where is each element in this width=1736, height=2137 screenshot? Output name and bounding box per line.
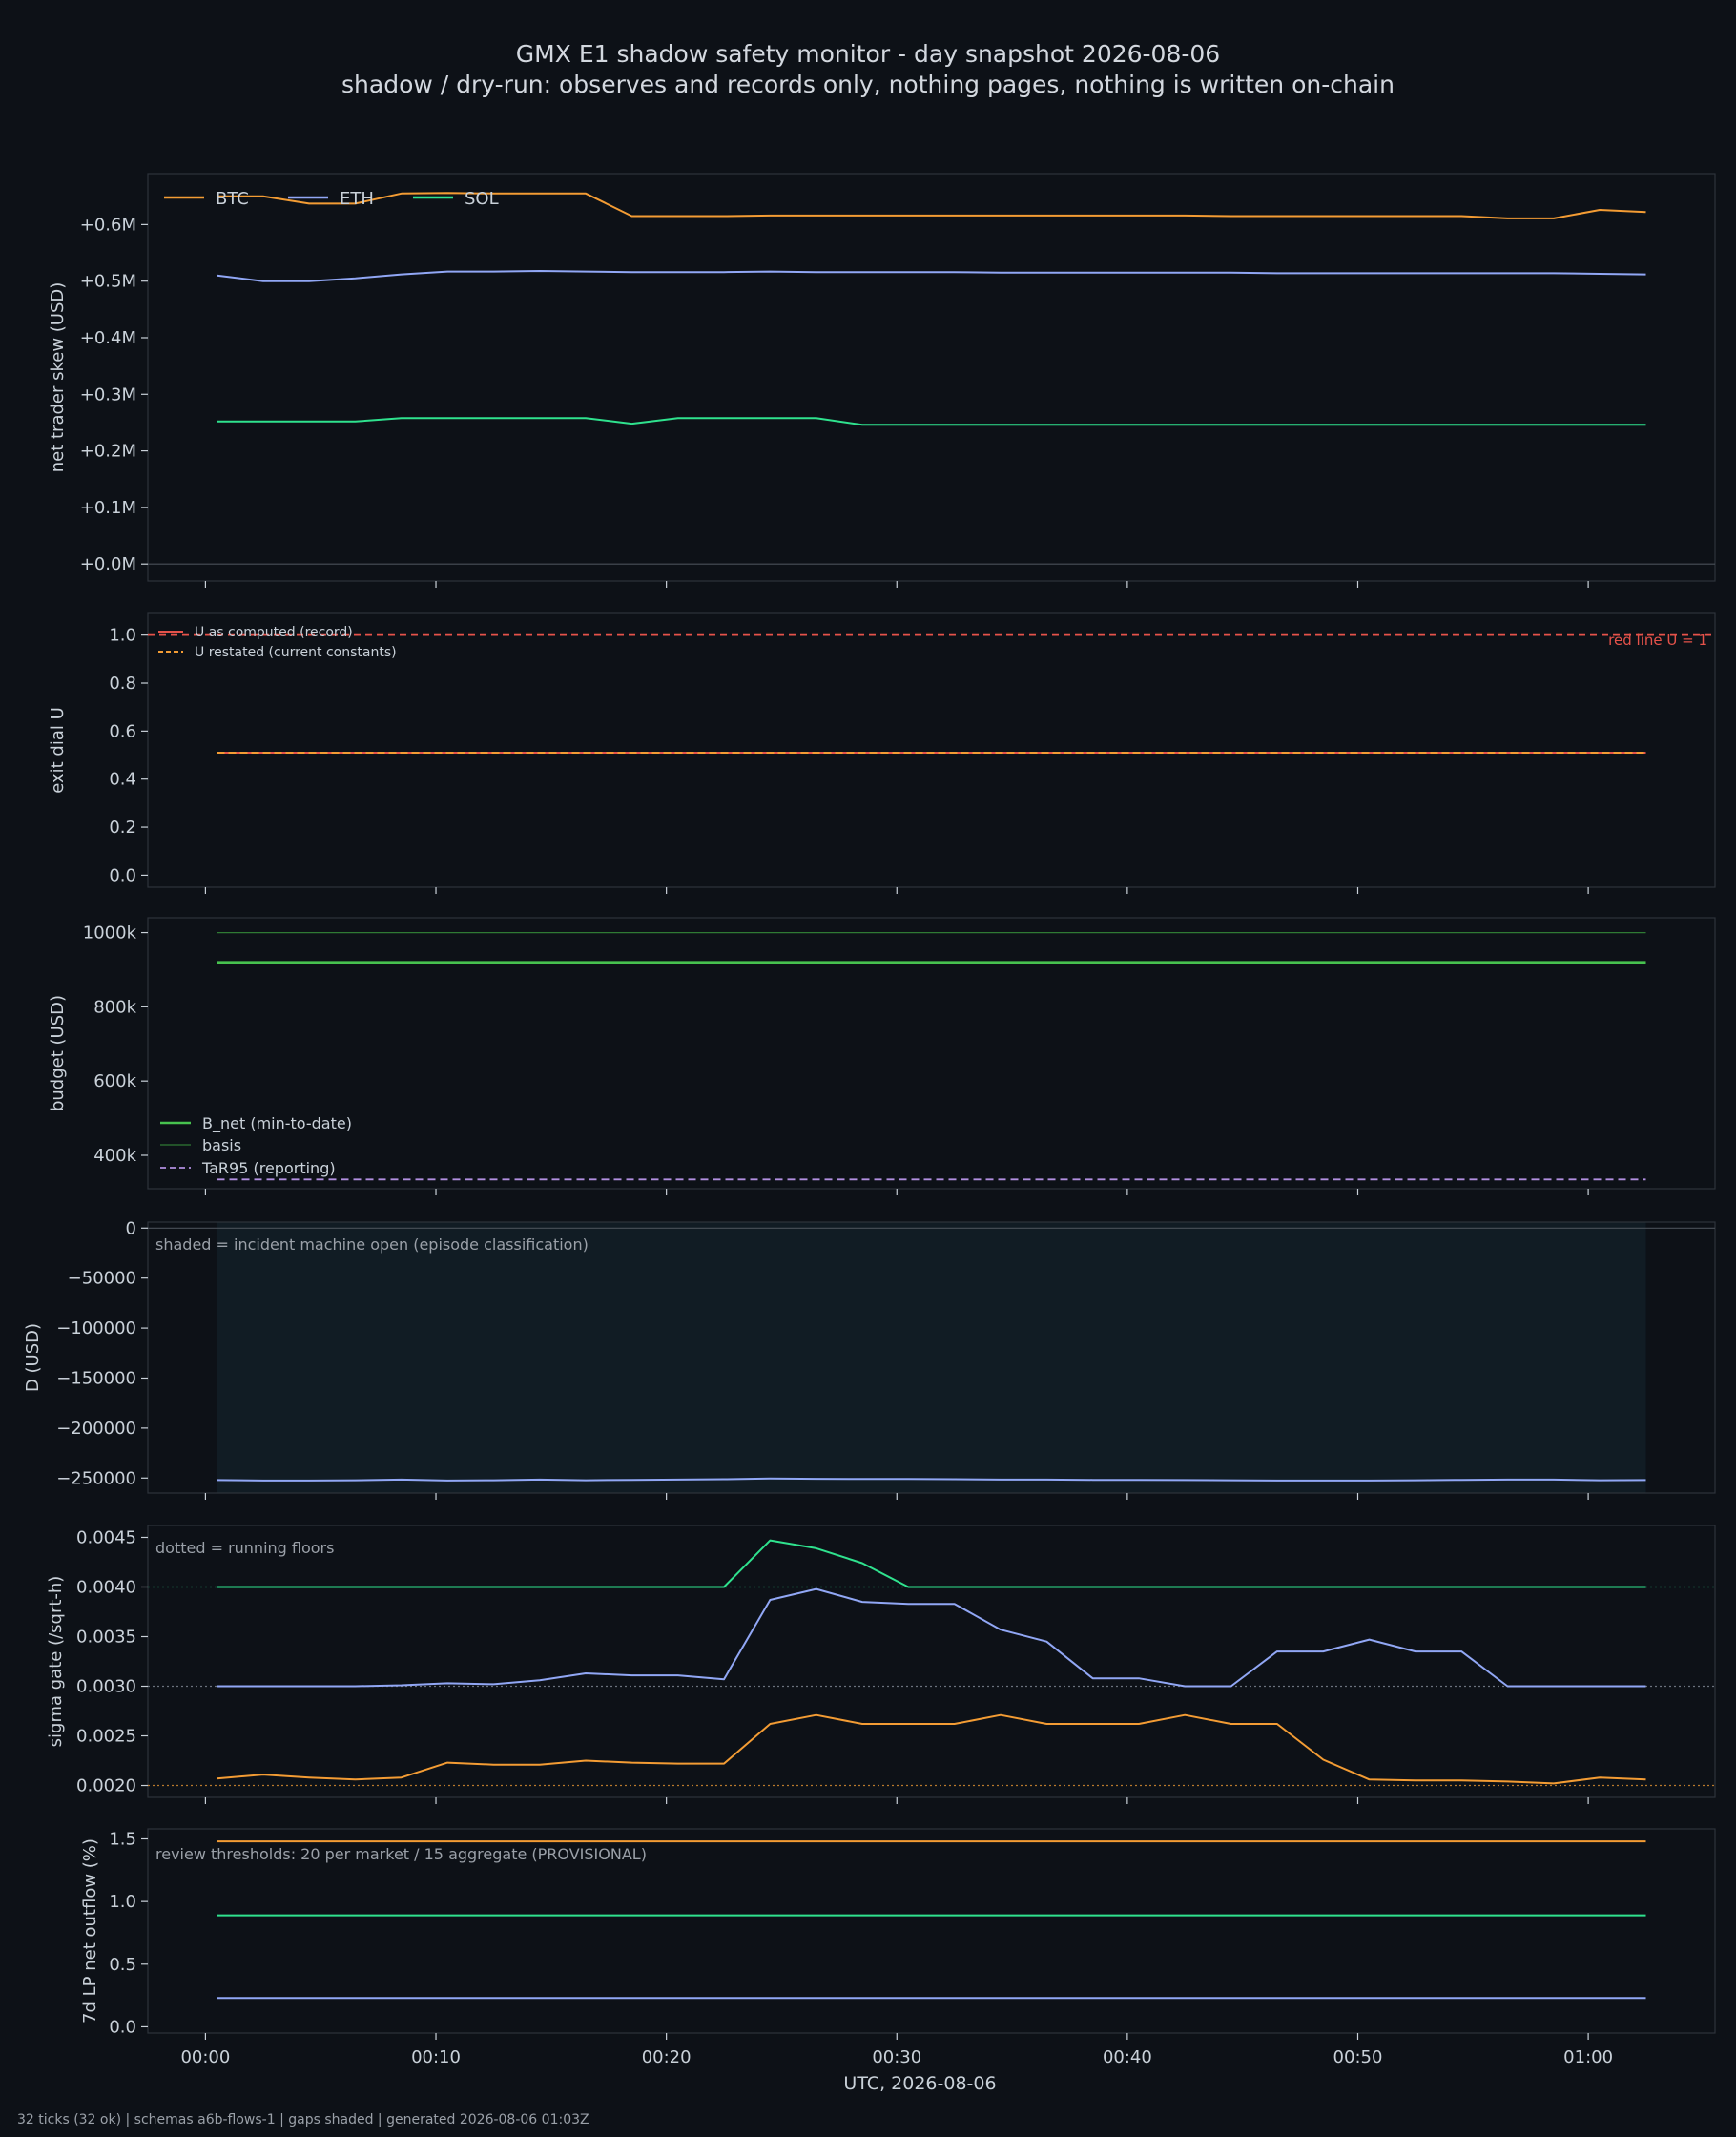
y-axis-label-3: D (USD) xyxy=(23,1323,43,1392)
y-tick-label-3-0: 0 xyxy=(126,1218,136,1238)
y-tick-label-1-4: 0.8 xyxy=(109,674,136,694)
y-tick-label-0-5: +0.5M xyxy=(80,272,136,292)
y-tick-label-0-4: +0.4M xyxy=(80,328,136,348)
panel-frame-1 xyxy=(147,612,1716,888)
red-line-label: red line U = 1 xyxy=(1608,632,1707,649)
figure-subtitle: shadow / dry-run: observes and records o… xyxy=(341,71,1395,98)
y-tick-label-5-2: 1.0 xyxy=(109,1892,136,1912)
x-tick-label-1: 00:10 xyxy=(411,2047,461,2067)
y-tick-label-3-2: −100000 xyxy=(56,1318,136,1338)
legend-label-basis: basis xyxy=(202,1136,241,1154)
y-tick-label-1-5: 1.0 xyxy=(109,626,136,646)
y-tick-label-5-1: 0.5 xyxy=(109,1955,136,1975)
x-tick-label-0: 00:00 xyxy=(180,2047,230,2067)
legend-label-sol: SOL xyxy=(465,189,499,209)
floors-note: dotted = running floors xyxy=(155,1539,334,1557)
legend-label-tar95: TaR95 (reporting) xyxy=(201,1159,336,1177)
x-tick-label-5: 00:50 xyxy=(1333,2047,1383,2067)
y-tick-label-3-1: −50000 xyxy=(68,1269,136,1289)
y-tick-label-0-3: +0.3M xyxy=(80,384,136,405)
legend-label-b-net: B_net (min-to-date) xyxy=(202,1114,352,1133)
y-tick-label-0-1: +0.1M xyxy=(80,498,136,518)
y-tick-label-0-2: +0.2M xyxy=(80,442,136,462)
y-tick-label-4-3: 0.0035 xyxy=(76,1627,136,1647)
series-d xyxy=(217,1477,1646,1482)
x-axis-label: UTC, 2026-08-06 xyxy=(843,2073,996,2094)
series-eth-skew xyxy=(217,270,1646,282)
y-tick-label-4-1: 0.0025 xyxy=(76,1727,136,1747)
y-axis-label-5: 7d LP net outflow (%) xyxy=(80,1838,100,2023)
y-tick-label-0-6: +0.6M xyxy=(80,215,136,235)
y-axis-label-4: sigma gate (/sqrt-h) xyxy=(46,1576,66,1748)
y-tick-label-3-5: −250000 xyxy=(56,1468,136,1488)
incident-note: shaded = incident machine open (episode … xyxy=(155,1235,589,1254)
y-tick-label-3-4: −200000 xyxy=(56,1419,136,1439)
legend-label-u-restated: U restated (current constants) xyxy=(195,645,397,660)
y-axis-label-0: net trader skew (USD) xyxy=(48,282,68,473)
legend-label-btc: BTC xyxy=(216,189,249,209)
incident-shaded-region xyxy=(217,1222,1646,1493)
series-eth-sigma xyxy=(217,1587,1646,1688)
y-tick-label-2-0: 400k xyxy=(93,1146,136,1166)
series-sol-sigma xyxy=(217,1539,1646,1588)
panel-frame-4 xyxy=(147,1525,1716,1798)
series-btc-sigma xyxy=(217,1713,1646,1785)
y-tick-label-1-2: 0.4 xyxy=(109,770,136,790)
y-axis-label-2: budget (USD) xyxy=(48,995,68,1111)
figure-title: GMX E1 shadow safety monitor - day snaps… xyxy=(515,40,1221,68)
y-axis-label-1: exit dial U xyxy=(48,707,68,794)
y-tick-label-5-3: 1.5 xyxy=(109,1830,136,1850)
series-btc-skew xyxy=(217,192,1646,219)
y-tick-label-0-0: +0.0M xyxy=(80,554,136,574)
y-tick-label-4-2: 0.0030 xyxy=(76,1677,136,1697)
y-tick-label-4-0: 0.0020 xyxy=(76,1776,136,1796)
x-tick-label-6: 01:00 xyxy=(1563,2047,1613,2067)
footer-status: 32 ticks (32 ok) | schemas a6b-flows-1 |… xyxy=(17,2112,589,2127)
x-tick-label-3: 00:30 xyxy=(872,2047,921,2067)
panel-frame-0 xyxy=(147,173,1716,582)
series-sol-skew xyxy=(217,417,1646,426)
y-tick-label-5-0: 0.0 xyxy=(109,2017,136,2037)
y-tick-label-2-3: 1000k xyxy=(83,923,137,944)
y-tick-label-1-3: 0.6 xyxy=(109,721,136,741)
y-tick-label-3-3: −150000 xyxy=(56,1368,136,1388)
x-tick-label-4: 00:40 xyxy=(1103,2047,1152,2067)
thresholds-note: review thresholds: 20 per market / 15 ag… xyxy=(155,1845,647,1863)
y-tick-label-1-0: 0.0 xyxy=(109,865,136,885)
y-tick-label-4-5: 0.0045 xyxy=(76,1527,136,1547)
panel-frame-3 xyxy=(147,1221,1716,1494)
panel-frame-2 xyxy=(147,917,1716,1190)
legend-label-u-computed: U as computed (record) xyxy=(195,625,353,640)
panel-frame-5 xyxy=(147,1828,1716,2034)
legend-label-eth: ETH xyxy=(340,189,374,209)
x-tick-label-2: 00:20 xyxy=(642,2047,692,2067)
y-tick-label-2-2: 800k xyxy=(93,997,136,1017)
y-tick-label-2-1: 600k xyxy=(93,1071,136,1091)
y-tick-label-4-4: 0.0040 xyxy=(76,1577,136,1597)
y-tick-label-1-1: 0.2 xyxy=(109,818,136,838)
